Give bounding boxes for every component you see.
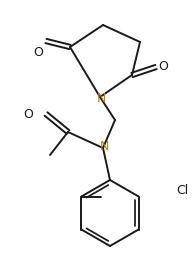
- Text: O: O: [158, 60, 168, 74]
- Text: N: N: [96, 91, 106, 105]
- Text: Cl: Cl: [176, 183, 188, 197]
- Text: N: N: [99, 141, 109, 153]
- Text: O: O: [33, 45, 43, 59]
- Text: O: O: [23, 108, 33, 122]
